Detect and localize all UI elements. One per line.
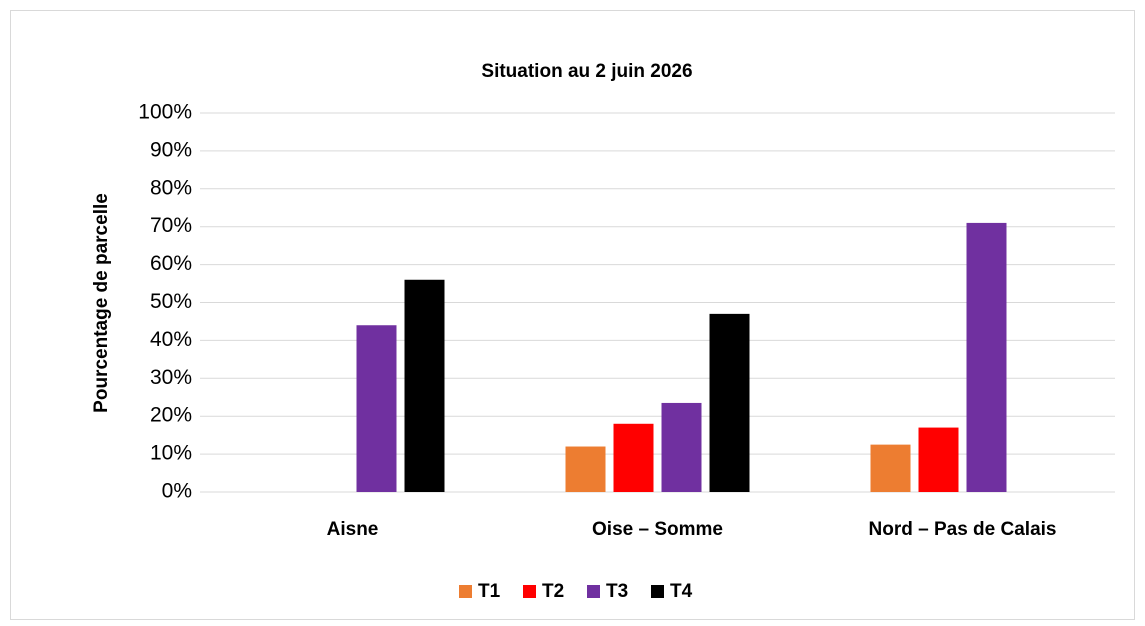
x-tick-label: Aisne <box>327 519 379 540</box>
legend-label: T2 <box>542 581 564 602</box>
y-tick-label: 70% <box>150 214 192 237</box>
legend-label: T1 <box>478 581 501 602</box>
bar <box>918 427 959 492</box>
y-tick-label: 20% <box>150 404 192 427</box>
bar <box>565 446 606 492</box>
y-tick-label: 50% <box>150 290 192 313</box>
bar <box>661 402 702 492</box>
legend-label: T4 <box>670 581 693 602</box>
bar <box>966 222 1007 492</box>
legend-swatch <box>523 585 536 598</box>
y-tick-label: 60% <box>150 252 192 275</box>
y-axis-label: Pourcentage de parcelle <box>91 193 112 413</box>
y-tick-label: 90% <box>150 138 192 161</box>
chart-title: Situation au 2 juin 2026 <box>481 61 692 82</box>
bar <box>613 423 654 492</box>
x-tick-label: Oise – Somme <box>592 519 723 540</box>
y-tick-label: 80% <box>150 176 192 199</box>
legend-swatch <box>587 585 600 598</box>
y-tick-label: 100% <box>138 101 192 124</box>
y-tick-label: 10% <box>150 442 192 465</box>
y-tick-label: 40% <box>150 328 192 351</box>
y-tick-label: 30% <box>150 366 192 389</box>
chart-frame <box>10 10 1135 620</box>
legend-label: T3 <box>606 581 628 602</box>
x-tick-label: Nord – Pas de Calais <box>869 519 1057 540</box>
bar <box>356 325 397 492</box>
bar <box>870 444 911 492</box>
legend-swatch <box>459 585 472 598</box>
legend-swatch <box>651 585 664 598</box>
bar <box>709 313 750 492</box>
y-tick-label: 0% <box>162 480 192 503</box>
bar <box>404 279 445 492</box>
